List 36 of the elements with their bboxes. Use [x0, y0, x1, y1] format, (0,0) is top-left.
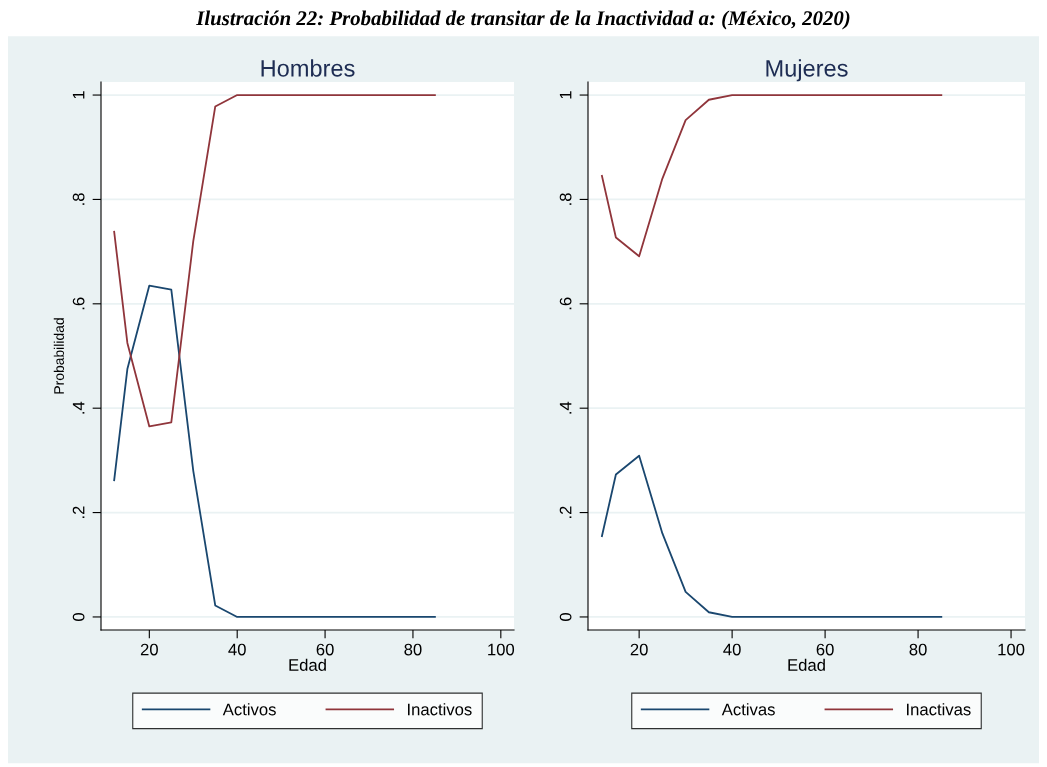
legend-label: Inactivas — [907, 703, 971, 716]
legend-label: Activas — [721, 703, 775, 716]
x-tick-label: 100 — [998, 643, 1025, 656]
text: Ilustración 22: Probabilidad de transitar de la Inactividad a: (México, 2020) — [196, 10, 850, 30]
y-tick-label: .6 — [72, 297, 85, 310]
x-axis-title: Edad — [289, 658, 326, 671]
y-tick-label: 1 — [72, 91, 85, 99]
line-series — [113, 94, 436, 428]
x-tick-label: 60 — [316, 643, 334, 656]
legend-label: Inactivos — [408, 703, 472, 716]
line-series — [601, 454, 943, 618]
y-tick-label: 0 — [559, 612, 572, 621]
y-tick-label: 1 — [559, 91, 572, 99]
x-axis-title: Edad — [788, 658, 825, 671]
y-tick-label: .8 — [72, 193, 85, 205]
line-series — [113, 284, 436, 618]
x-tick-label: 80 — [404, 643, 422, 656]
x-tick-label: 60 — [816, 643, 834, 656]
y-tick-label: .2 — [72, 506, 85, 518]
line-series — [601, 94, 943, 258]
y-tick-label: .4 — [559, 401, 572, 414]
y-tick-label: .8 — [559, 193, 572, 205]
y-tick-label: 0 — [72, 612, 85, 621]
y-tick-label: .6 — [559, 297, 572, 310]
y-axis-title: Probabilidad — [53, 318, 64, 394]
x-tick-label: 80 — [909, 643, 927, 656]
x-tick-label: 20 — [630, 643, 648, 656]
x-tick-label: 100 — [488, 643, 515, 656]
y-tick-label: .2 — [559, 506, 572, 518]
x-tick-label: 40 — [228, 643, 246, 656]
x-tick-label: 20 — [140, 643, 158, 656]
y-tick-label: .4 — [72, 401, 85, 414]
chart-title: Mujeres — [766, 59, 848, 82]
x-tick-label: 40 — [723, 643, 741, 656]
legend-label: Activos — [222, 703, 276, 716]
chart-title: Hombres — [261, 59, 355, 77]
